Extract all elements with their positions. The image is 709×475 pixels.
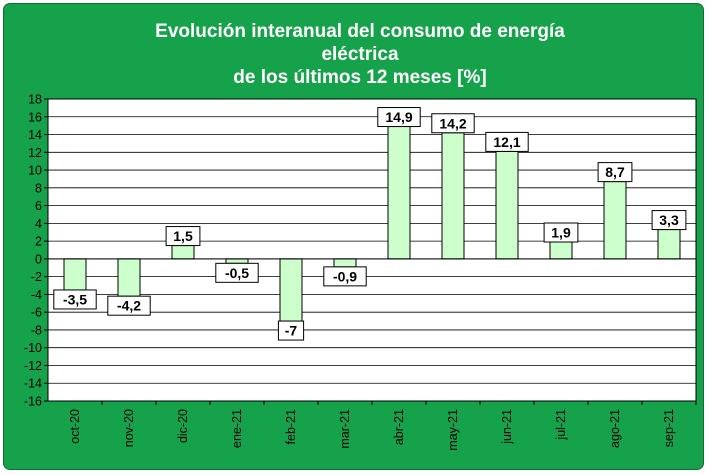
y-tick-label: 6 — [35, 199, 42, 213]
data-label-text: 8,7 — [605, 164, 625, 180]
bar-sep-21 — [657, 229, 681, 260]
bar-may-21 — [441, 132, 465, 260]
data-label-oct-20: -3,5 — [53, 289, 97, 310]
y-tick-label: -2 — [31, 270, 42, 284]
y-tick-label: 12 — [28, 146, 42, 160]
data-label-jul-21: 1,9 — [543, 222, 579, 243]
x-tick-label: ene-21 — [230, 409, 244, 448]
y-tick-label: -6 — [31, 306, 42, 320]
y-tick-label: 0 — [35, 252, 42, 266]
x-tick-label: feb-21 — [284, 409, 298, 444]
data-label-text: 3,3 — [659, 212, 679, 228]
data-label-ene-21: -0,5 — [215, 262, 259, 283]
data-label-text: -7 — [285, 323, 298, 339]
bar-feb-21 — [279, 258, 303, 322]
data-label-feb-21: -7 — [277, 320, 305, 341]
data-label-ago-21: 8,7 — [597, 162, 633, 183]
data-label-box — [215, 262, 259, 283]
data-label-text: -0,9 — [333, 268, 357, 284]
chart-title: Evolución interanual del consumo de ener… — [155, 21, 565, 88]
x-tick-label: mar-21 — [338, 409, 352, 449]
y-tick-label: 18 — [28, 93, 42, 107]
data-label-jun-21: 12,1 — [485, 131, 529, 152]
bar-mar-21 — [333, 258, 357, 268]
y-tick-label: -8 — [31, 323, 42, 337]
y-tick-label: 14 — [28, 128, 42, 142]
data-label-box — [165, 226, 201, 247]
data-label-text: 12,1 — [493, 134, 520, 150]
plot-area — [47, 98, 697, 402]
data-label-text: 1,5 — [173, 228, 193, 244]
y-tick-label: 4 — [35, 217, 42, 231]
data-label-text: -3,5 — [63, 291, 87, 307]
data-label-may-21: 14,2 — [431, 113, 475, 134]
x-tick-label: may-21 — [446, 409, 460, 451]
bar-oct-20 — [63, 258, 87, 291]
data-label-box — [277, 320, 305, 341]
bar-ago-21 — [603, 181, 627, 260]
y-tick-label: -14 — [24, 377, 42, 391]
x-tick-label: sep-21 — [662, 409, 676, 447]
y-tick-label: 8 — [35, 181, 42, 195]
x-tick-label: abr-21 — [392, 409, 406, 445]
y-tick-label: -16 — [24, 395, 42, 409]
data-label-box — [323, 266, 367, 287]
bar-ene-21 — [225, 258, 249, 264]
y-tick-label: -10 — [24, 341, 42, 355]
gridlines — [48, 98, 696, 402]
data-label-box — [597, 162, 633, 183]
y-tick-label: 2 — [35, 235, 42, 249]
data-label-text: -4,2 — [117, 298, 141, 314]
data-label-mar-21: -0,9 — [323, 266, 367, 287]
y-tick-label: -4 — [31, 288, 42, 302]
data-label-sep-21: 3,3 — [651, 210, 687, 231]
bar-abr-21 — [387, 126, 411, 260]
data-label-text: 1,9 — [551, 225, 571, 241]
x-tick-label: dic-20 — [176, 409, 190, 443]
data-label-text: 14,9 — [385, 109, 412, 125]
y-tick-label: 16 — [28, 110, 42, 124]
bar-jul-21 — [549, 241, 573, 260]
data-label-box — [377, 107, 421, 128]
y-tick-label: 10 — [28, 164, 42, 178]
x-tick-label: ago-21 — [608, 409, 622, 448]
x-tick-label: nov-20 — [122, 409, 136, 447]
x-axis-ticks: oct-20 nov-20 dic-20 ene-21 feb-21 mar-21 abr-… — [68, 401, 697, 451]
data-label-box — [53, 289, 97, 310]
x-tick-label: oct-20 — [68, 409, 82, 444]
data-labels: -3,5 -4,2 1,5 -0,5 -7 -0,9 14,9 14,2 12,1 1,9 8,7 3… — [53, 107, 687, 341]
x-tick-label: jul-21 — [554, 409, 568, 441]
data-label-box — [651, 210, 687, 231]
y-tick-label: -12 — [24, 359, 42, 373]
data-label-nov-20: -4,2 — [107, 295, 151, 316]
data-label-dic-20: 1,5 — [165, 226, 201, 247]
bars — [63, 126, 681, 322]
data-label-box — [107, 295, 151, 316]
bar-nov-20 — [117, 258, 141, 297]
x-tick-label: jun-21 — [500, 409, 514, 445]
data-label-box — [431, 113, 475, 134]
data-label-box — [485, 131, 529, 152]
data-label-abr-21: 14,9 — [377, 107, 421, 128]
y-axis-ticks: 18 16 14 12 10 8 6 4 2 0 -2 -4 -6 -8 -10 -12 -14 -16 — [24, 93, 48, 409]
data-label-box — [543, 222, 579, 243]
bar-dic-20 — [171, 245, 195, 260]
bar-jun-21 — [495, 150, 519, 260]
data-label-text: -0,5 — [225, 265, 249, 281]
data-label-text: 14,2 — [439, 115, 466, 131]
